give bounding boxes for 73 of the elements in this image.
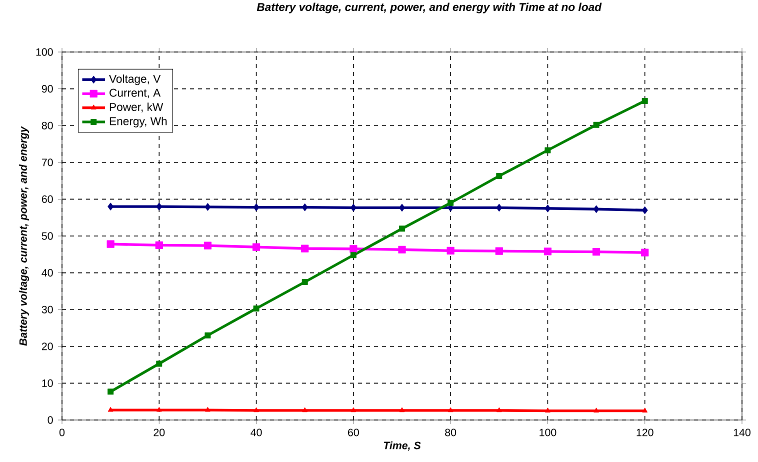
- point: [592, 248, 600, 256]
- point: [350, 252, 356, 258]
- point: [301, 244, 309, 252]
- point: [496, 204, 502, 212]
- y-tick-label: 100: [36, 48, 53, 56]
- point: [204, 242, 212, 250]
- point: [446, 246, 454, 255]
- legend-label: Voltage, V: [109, 74, 161, 86]
- y-tick-label: 20: [42, 342, 53, 350]
- x-tick-label: 20: [154, 428, 165, 436]
- point: [495, 247, 503, 255]
- point: [156, 407, 162, 412]
- y-tick-label: 90: [42, 85, 53, 93]
- y-tick-label: 70: [42, 158, 53, 166]
- point: [593, 122, 600, 128]
- point: [496, 407, 502, 412]
- x-tick-label: 80: [445, 428, 456, 436]
- y-tick-label: 30: [42, 306, 53, 314]
- point: [108, 202, 114, 210]
- point: [302, 279, 308, 286]
- point: [252, 243, 260, 251]
- point: [350, 245, 358, 253]
- legend-label: Current, A: [110, 88, 161, 98]
- x-axis-title: Time, S: [384, 441, 421, 451]
- point: [399, 226, 406, 232]
- point: [204, 203, 211, 211]
- point: [642, 206, 648, 214]
- y-tick-label: 50: [42, 232, 53, 240]
- point: [254, 407, 259, 412]
- y-tick-label: 40: [42, 269, 53, 277]
- point: [641, 248, 649, 256]
- point: [544, 147, 551, 154]
- point: [594, 408, 599, 412]
- x-tick-label: 140: [734, 428, 750, 436]
- point: [253, 305, 260, 312]
- x-tick-label: 60: [348, 428, 359, 436]
- point: [253, 203, 260, 212]
- point: [156, 360, 162, 367]
- x-tick-label: 0: [59, 428, 65, 436]
- point: [156, 202, 162, 210]
- point: [106, 240, 114, 248]
- legend-label: Energy, Wh: [110, 116, 167, 128]
- point: [593, 205, 600, 213]
- y-tick-label: 60: [42, 195, 53, 203]
- point: [399, 407, 405, 412]
- legend-label: Power, kW: [110, 102, 164, 112]
- y-axis-title: Battery voltage, current, power, and energy: [19, 126, 30, 346]
- point: [155, 241, 163, 250]
- point: [448, 407, 454, 412]
- point: [108, 407, 114, 412]
- point: [302, 203, 308, 212]
- y-tick-label: 10: [42, 379, 53, 387]
- y-tick-label: 0: [48, 416, 53, 424]
- x-tick-label: 100: [540, 428, 556, 436]
- point: [642, 98, 648, 104]
- point: [350, 407, 356, 412]
- point: [496, 173, 502, 180]
- x-tick-label: 40: [250, 428, 262, 436]
- point: [398, 246, 406, 254]
- point: [205, 407, 210, 412]
- point: [545, 408, 550, 412]
- point: [350, 204, 356, 212]
- point: [544, 204, 551, 212]
- point: [204, 332, 211, 338]
- point: [448, 200, 454, 206]
- point: [544, 248, 552, 256]
- point: [108, 388, 114, 395]
- x-tick-label: 120: [636, 428, 654, 436]
- point: [302, 407, 308, 412]
- y-tick-label: 80: [42, 122, 53, 130]
- point: [642, 408, 648, 412]
- chart-title: Battery voltage, current, power, and energy with Time at no load: [256, 2, 602, 14]
- point: [399, 204, 405, 212]
